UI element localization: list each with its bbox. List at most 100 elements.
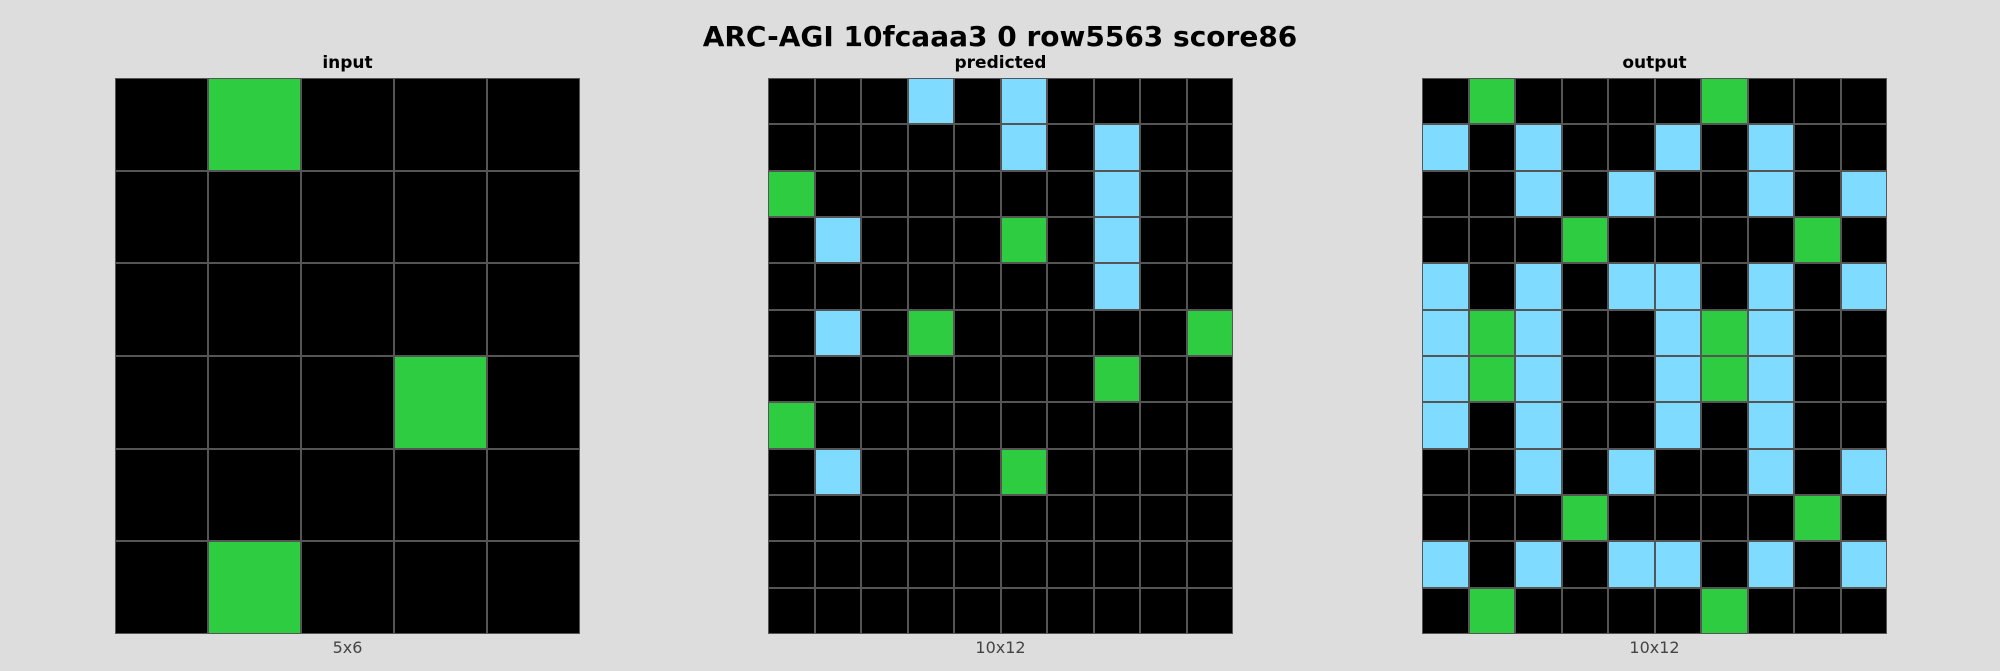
grid-cell bbox=[1794, 494, 1841, 542]
grid-cell bbox=[1608, 78, 1655, 125]
grid-cell bbox=[1468, 263, 1515, 310]
grid-cell bbox=[115, 355, 208, 449]
grid-cell bbox=[954, 263, 1001, 310]
grid-cell bbox=[1654, 78, 1701, 125]
grid-cell bbox=[1468, 587, 1515, 634]
grid-cell bbox=[768, 355, 815, 403]
grid-cell bbox=[1140, 402, 1187, 449]
grid-cell bbox=[907, 170, 954, 217]
grid-cell bbox=[1794, 309, 1841, 356]
grid-cell bbox=[768, 494, 815, 542]
grid-cell bbox=[1186, 216, 1233, 264]
grid-cell bbox=[907, 494, 954, 542]
grid-cell bbox=[1561, 170, 1608, 217]
grid-cell bbox=[768, 309, 815, 356]
grid-cell bbox=[1701, 309, 1748, 356]
grid-cell bbox=[1000, 355, 1047, 403]
grid-cell bbox=[301, 541, 394, 634]
grid-cell bbox=[1747, 78, 1794, 125]
grid-cell bbox=[954, 216, 1001, 264]
grid-cell bbox=[1840, 355, 1887, 403]
panel-caption-predicted: 10x12 bbox=[975, 638, 1026, 657]
grid-cell bbox=[1468, 402, 1515, 449]
grid-cell bbox=[1468, 494, 1515, 542]
grid-cell bbox=[1608, 263, 1655, 310]
grid-cell bbox=[1654, 355, 1701, 403]
grid-cell bbox=[1186, 170, 1233, 217]
grid-cell bbox=[907, 309, 954, 356]
grid-cell bbox=[1140, 263, 1187, 310]
grid-cell bbox=[1186, 309, 1233, 356]
grid-cell bbox=[814, 309, 861, 356]
grid-cell bbox=[1654, 541, 1701, 588]
grid-cell bbox=[1701, 170, 1748, 217]
grid-cell bbox=[1515, 494, 1562, 542]
grid-cell bbox=[1140, 541, 1187, 588]
grid-cell bbox=[1093, 263, 1140, 310]
grid-cell bbox=[1468, 170, 1515, 217]
grid-cell bbox=[954, 587, 1001, 634]
grid-cell bbox=[1422, 587, 1469, 634]
grid-cell bbox=[861, 124, 908, 171]
grid-cell bbox=[208, 78, 301, 171]
grid-cell bbox=[1140, 494, 1187, 542]
grid-cell bbox=[208, 448, 301, 542]
grid-cell bbox=[954, 309, 1001, 356]
grid-cell bbox=[1794, 216, 1841, 264]
grid-cell bbox=[861, 263, 908, 310]
grid-cell bbox=[814, 124, 861, 171]
predicted-grid bbox=[768, 78, 1233, 634]
grid-cell bbox=[1747, 587, 1794, 634]
grid-cell bbox=[1561, 124, 1608, 171]
grid-cell bbox=[487, 541, 580, 634]
grid-cell bbox=[1093, 170, 1140, 217]
grid-cell bbox=[1840, 124, 1887, 171]
grid-cell bbox=[1561, 448, 1608, 495]
grid-cell bbox=[1047, 541, 1094, 588]
grid-cell bbox=[1000, 448, 1047, 495]
grid-cell bbox=[1654, 216, 1701, 264]
grid-cell bbox=[1140, 448, 1187, 495]
grid-cell bbox=[1000, 263, 1047, 310]
grid-cell bbox=[1561, 494, 1608, 542]
grid-cell bbox=[1515, 402, 1562, 449]
grid-cell bbox=[1047, 355, 1094, 403]
grid-cell bbox=[1561, 541, 1608, 588]
grid-cell bbox=[861, 309, 908, 356]
grid-cell bbox=[1422, 541, 1469, 588]
grid-cell bbox=[1561, 216, 1608, 264]
grid-cell bbox=[954, 124, 1001, 171]
grid-cell bbox=[954, 170, 1001, 217]
grid-cell bbox=[1747, 170, 1794, 217]
grid-cell bbox=[861, 448, 908, 495]
grid-cell bbox=[1654, 587, 1701, 634]
grid-cell bbox=[1654, 263, 1701, 310]
grid-cell bbox=[1701, 263, 1748, 310]
grid-cell bbox=[1515, 309, 1562, 356]
grid-cell bbox=[1186, 448, 1233, 495]
grid-cell bbox=[861, 587, 908, 634]
grid-cell bbox=[1747, 124, 1794, 171]
grid-cell bbox=[1654, 494, 1701, 542]
grid-cell bbox=[814, 587, 861, 634]
grid-cell bbox=[1608, 124, 1655, 171]
grid-cell bbox=[1608, 170, 1655, 217]
grid-cell bbox=[1186, 355, 1233, 403]
grid-cell bbox=[1000, 216, 1047, 264]
grid-cell bbox=[1794, 124, 1841, 171]
grid-cell bbox=[768, 587, 815, 634]
grid-cell bbox=[861, 216, 908, 264]
grid-cell bbox=[1468, 78, 1515, 125]
grid-cell bbox=[1794, 587, 1841, 634]
grid-cell bbox=[1701, 494, 1748, 542]
grid-cell bbox=[1186, 263, 1233, 310]
grid-cell bbox=[1186, 124, 1233, 171]
grid-cell bbox=[1000, 402, 1047, 449]
grid-cell bbox=[1654, 124, 1701, 171]
grid-cell bbox=[1422, 402, 1469, 449]
grid-cell bbox=[394, 355, 487, 449]
grid-cell bbox=[1608, 587, 1655, 634]
grid-cell bbox=[1047, 124, 1094, 171]
grid-cell bbox=[208, 355, 301, 449]
grid-cell bbox=[954, 78, 1001, 125]
